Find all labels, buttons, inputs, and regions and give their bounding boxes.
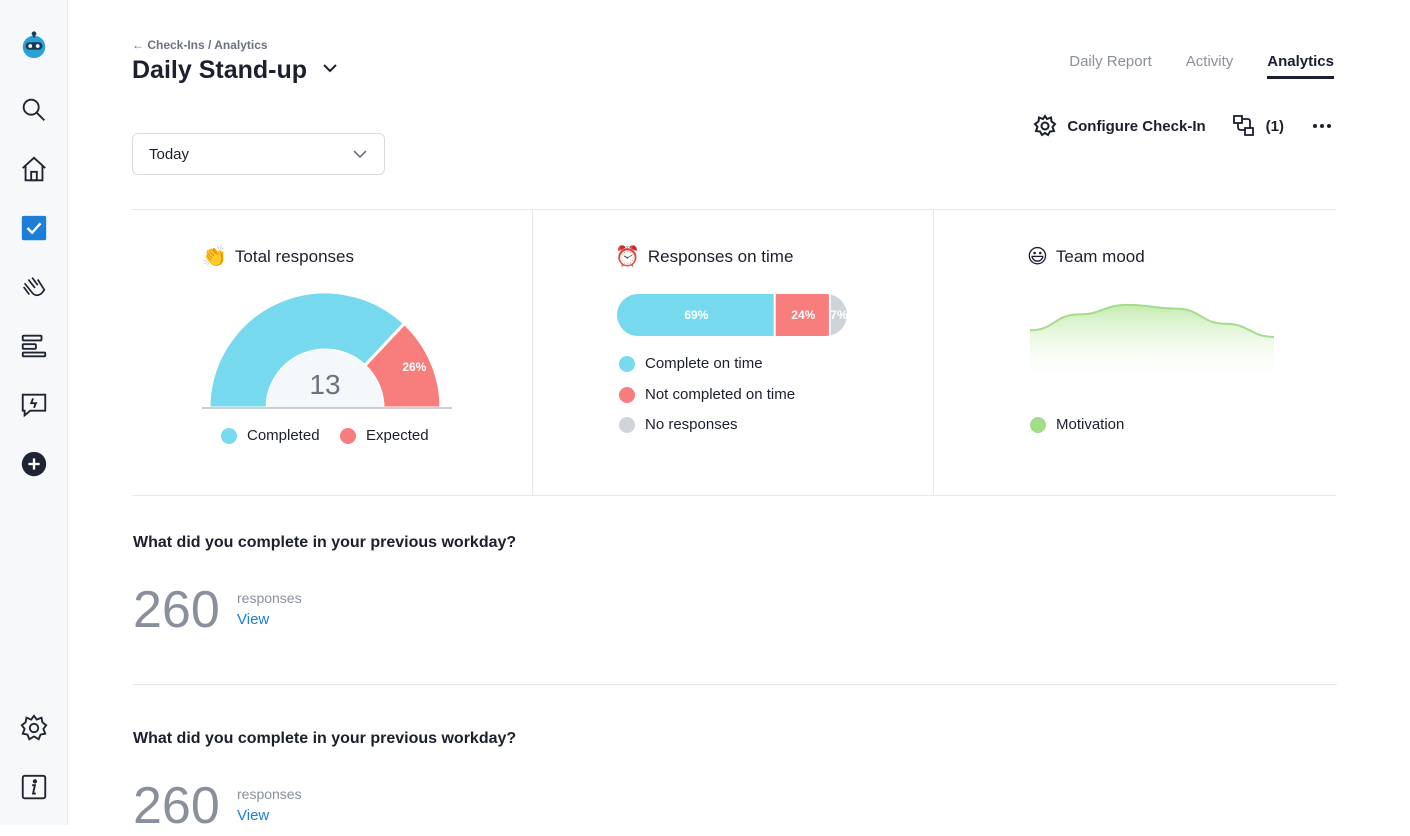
- title-row: Daily Stand-up: [132, 56, 339, 85]
- responses-on-time-title: ⏰ Responses on time: [615, 244, 793, 269]
- more-options-button[interactable]: [1310, 114, 1334, 138]
- date-range-select[interactable]: Today: [132, 133, 385, 175]
- clapping-hands-icon[interactable]: [18, 271, 50, 303]
- legend-dot: [619, 386, 635, 403]
- alarm-clock-emoji-icon: ⏰: [615, 246, 640, 268]
- feedback-icon[interactable]: [18, 389, 50, 421]
- total-responses-label: Total responses: [234, 246, 354, 266]
- integrations-count: (1): [1265, 117, 1284, 135]
- legend-no-responses-label: No responses: [645, 416, 738, 433]
- question-response-count: 260: [133, 777, 220, 835]
- legend-dot: [1030, 416, 1046, 433]
- question-title: What did you complete in your previous w…: [133, 730, 517, 747]
- team-mood-panel: 😃 Team mood Motivation: [934, 210, 1336, 496]
- configure-checkin-label: Configure Check-In: [1067, 117, 1206, 135]
- gauge-center-value: 13: [309, 369, 340, 400]
- question-title: What did you complete in your previous w…: [133, 534, 517, 551]
- configure-checkin-button[interactable]: Configure Check-In: [1033, 114, 1206, 138]
- legend-complete-on-time-label: Complete on time: [645, 355, 763, 372]
- legend-completed: Completed: [221, 427, 320, 444]
- total-responses-panel: 👏 Total responses 74% 26% 13 Completed Ex…: [132, 210, 533, 496]
- legend-completed-label: Completed: [247, 427, 320, 444]
- view-responses-link[interactable]: View: [237, 611, 270, 628]
- legend-dot: [619, 416, 635, 433]
- responses-label: responses: [237, 590, 302, 606]
- gear-icon: [1033, 114, 1057, 137]
- app-logo-icon[interactable]: [18, 29, 50, 61]
- info-icon[interactable]: [18, 771, 50, 803]
- responses-on-time-label: Responses on time: [647, 246, 794, 266]
- chevron-down-icon: [353, 150, 367, 159]
- team-mood-chart: [1029, 303, 1275, 382]
- stack-data-label: 24%: [791, 308, 815, 322]
- timeline-icon[interactable]: [18, 330, 50, 362]
- tab-activity[interactable]: Activity: [1185, 53, 1234, 70]
- legend-no-responses: No responses: [619, 416, 738, 433]
- responses-label: responses: [237, 786, 302, 802]
- legend-dot: [619, 355, 635, 372]
- legend-expected: Expected: [340, 427, 429, 444]
- stack-bar-2: [830, 294, 847, 336]
- clapping-emoji-icon: 👏: [202, 246, 227, 268]
- gauge-data-label: 74%: [258, 284, 282, 298]
- main-content: ← Check-Ins / Analytics Daily Stand-up D…: [68, 0, 1410, 835]
- breadcrumb[interactable]: ← Check-Ins / Analytics: [132, 38, 268, 52]
- checkbox-icon[interactable]: [18, 212, 50, 244]
- team-mood-title: 😃 Team mood: [1027, 244, 1145, 269]
- chevron-down-icon[interactable]: [321, 59, 339, 82]
- smiley-emoji-icon: 😃: [1027, 246, 1048, 268]
- integrations-button[interactable]: (1): [1232, 114, 1284, 138]
- add-icon[interactable]: [18, 448, 50, 480]
- stats-section: 👏 Total responses 74% 26% 13 Completed Ex…: [132, 209, 1336, 496]
- settings-icon[interactable]: [18, 712, 50, 744]
- view-responses-link[interactable]: View: [237, 807, 270, 824]
- stack-data-label: 7%: [830, 308, 848, 322]
- legend-not-completed: Not completed on time: [619, 386, 795, 403]
- responses-on-time-panel: ⏰ Responses on time 69% 24% 7% Complete on…: [533, 210, 934, 496]
- mood-area: [1030, 304, 1274, 382]
- legend-expected-label: Expected: [366, 427, 429, 444]
- gauge-data-label: 26%: [402, 360, 426, 374]
- legend-complete-on-time: Complete on time: [619, 355, 763, 372]
- legend-motivation-label: Motivation: [1056, 416, 1125, 433]
- more-icon: [1313, 124, 1331, 128]
- total-responses-title: 👏 Total responses: [202, 244, 354, 269]
- tabs: Daily Report Activity Analytics: [1069, 53, 1334, 79]
- stack-bar-0: [617, 294, 774, 336]
- stack-bar-1: [775, 294, 829, 336]
- tab-daily-report[interactable]: Daily Report: [1069, 53, 1152, 70]
- sidebar: [0, 0, 68, 825]
- total-responses-chart: 74% 26% 13: [202, 284, 452, 410]
- legend-dot: [340, 427, 356, 444]
- question-response-count: 260: [133, 581, 220, 639]
- mood-line: [1029, 303, 1275, 338]
- home-icon[interactable]: [18, 153, 50, 185]
- team-mood-label: Team mood: [1055, 246, 1145, 266]
- search-icon[interactable]: [18, 94, 50, 126]
- stack-data-label: 69%: [684, 308, 708, 322]
- integration-icon: [1232, 115, 1254, 136]
- legend-motivation: Motivation: [1030, 416, 1124, 433]
- legend-not-completed-label: Not completed on time: [645, 386, 796, 403]
- responses-on-time-chart: 69% 24% 7%: [617, 294, 848, 336]
- legend-dot: [221, 427, 237, 444]
- gauge-inner: [267, 350, 383, 408]
- header-actions: Configure Check-In (1): [1033, 114, 1334, 138]
- tab-analytics[interactable]: Analytics: [1267, 53, 1334, 79]
- section-divider: [133, 684, 1337, 685]
- date-range-value: Today: [149, 145, 190, 163]
- page-title: Daily Stand-up: [132, 56, 308, 84]
